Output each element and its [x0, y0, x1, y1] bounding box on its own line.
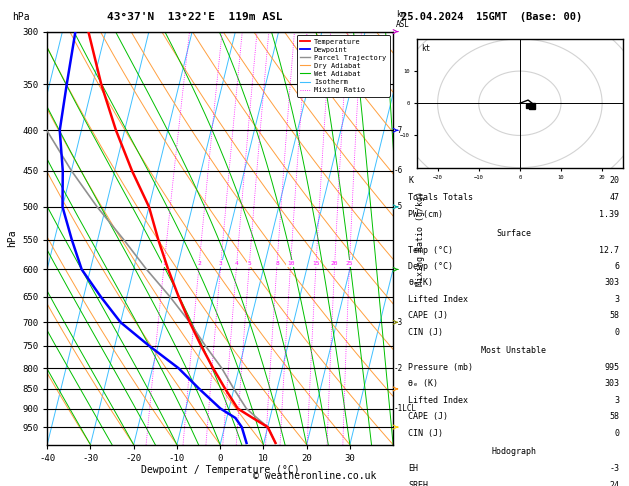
Text: 25.04.2024  15GMT  (Base: 00): 25.04.2024 15GMT (Base: 00)	[401, 12, 582, 22]
Text: PW (cm): PW (cm)	[408, 210, 443, 219]
Text: 995: 995	[604, 363, 619, 372]
Text: CAPE (J): CAPE (J)	[408, 311, 448, 320]
Text: hPa: hPa	[13, 12, 30, 22]
Text: 58: 58	[609, 412, 619, 421]
Text: -6: -6	[394, 166, 403, 175]
Text: 8: 8	[275, 261, 279, 266]
Text: 3: 3	[614, 295, 619, 304]
Text: 4: 4	[235, 261, 238, 266]
Text: Pressure (mb): Pressure (mb)	[408, 363, 473, 372]
Text: 0: 0	[614, 328, 619, 336]
Text: 43°37'N  13°22'E  119m ASL: 43°37'N 13°22'E 119m ASL	[107, 12, 282, 22]
Text: Lifted Index: Lifted Index	[408, 295, 468, 304]
Text: 6: 6	[614, 262, 619, 271]
Text: CIN (J): CIN (J)	[408, 328, 443, 336]
Text: 5: 5	[247, 261, 251, 266]
Text: 3: 3	[614, 396, 619, 405]
Text: 15: 15	[313, 261, 320, 266]
Text: θₑ (K): θₑ (K)	[408, 379, 438, 388]
Text: -3: -3	[609, 464, 619, 473]
Text: EH: EH	[408, 464, 418, 473]
Text: θₑ(K): θₑ(K)	[408, 278, 433, 287]
Text: 12.7: 12.7	[599, 245, 619, 255]
Text: 10: 10	[287, 261, 294, 266]
Text: -2: -2	[394, 364, 403, 373]
Text: 1: 1	[162, 261, 166, 266]
Text: Surface: Surface	[496, 229, 531, 238]
Text: hPa: hPa	[8, 229, 18, 247]
Text: 58: 58	[609, 311, 619, 320]
Text: -7: -7	[394, 126, 403, 135]
Text: -5: -5	[394, 202, 403, 211]
Text: © weatheronline.co.uk: © weatheronline.co.uk	[253, 471, 376, 481]
Text: Most Unstable: Most Unstable	[481, 347, 546, 355]
Text: 0: 0	[614, 429, 619, 437]
Text: Hodograph: Hodograph	[491, 448, 536, 456]
Text: 20: 20	[331, 261, 338, 266]
Text: 47: 47	[609, 193, 619, 202]
Text: -1LCL: -1LCL	[394, 404, 417, 413]
Text: km
ASL: km ASL	[396, 10, 410, 29]
Text: 20: 20	[609, 176, 619, 186]
Text: 1.39: 1.39	[599, 210, 619, 219]
Text: 2: 2	[198, 261, 201, 266]
Text: Dewp (°C): Dewp (°C)	[408, 262, 453, 271]
Text: Totals Totals: Totals Totals	[408, 193, 473, 202]
Text: Temp (°C): Temp (°C)	[408, 245, 453, 255]
Text: CAPE (J): CAPE (J)	[408, 412, 448, 421]
Text: kt: kt	[421, 44, 430, 53]
Text: 303: 303	[604, 379, 619, 388]
Text: K: K	[408, 176, 413, 186]
Text: Lifted Index: Lifted Index	[408, 396, 468, 405]
Text: -3: -3	[394, 318, 403, 327]
Text: 24: 24	[609, 481, 619, 486]
Text: SREH: SREH	[408, 481, 428, 486]
Text: CIN (J): CIN (J)	[408, 429, 443, 437]
Legend: Temperature, Dewpoint, Parcel Trajectory, Dry Adiabat, Wet Adiabat, Isotherm, Mi: Temperature, Dewpoint, Parcel Trajectory…	[296, 35, 389, 97]
Text: 303: 303	[604, 278, 619, 287]
Text: 25: 25	[346, 261, 353, 266]
Text: Mixing Ratio (g/kg): Mixing Ratio (g/kg)	[416, 191, 425, 286]
Text: 3: 3	[219, 261, 223, 266]
X-axis label: Dewpoint / Temperature (°C): Dewpoint / Temperature (°C)	[141, 466, 299, 475]
